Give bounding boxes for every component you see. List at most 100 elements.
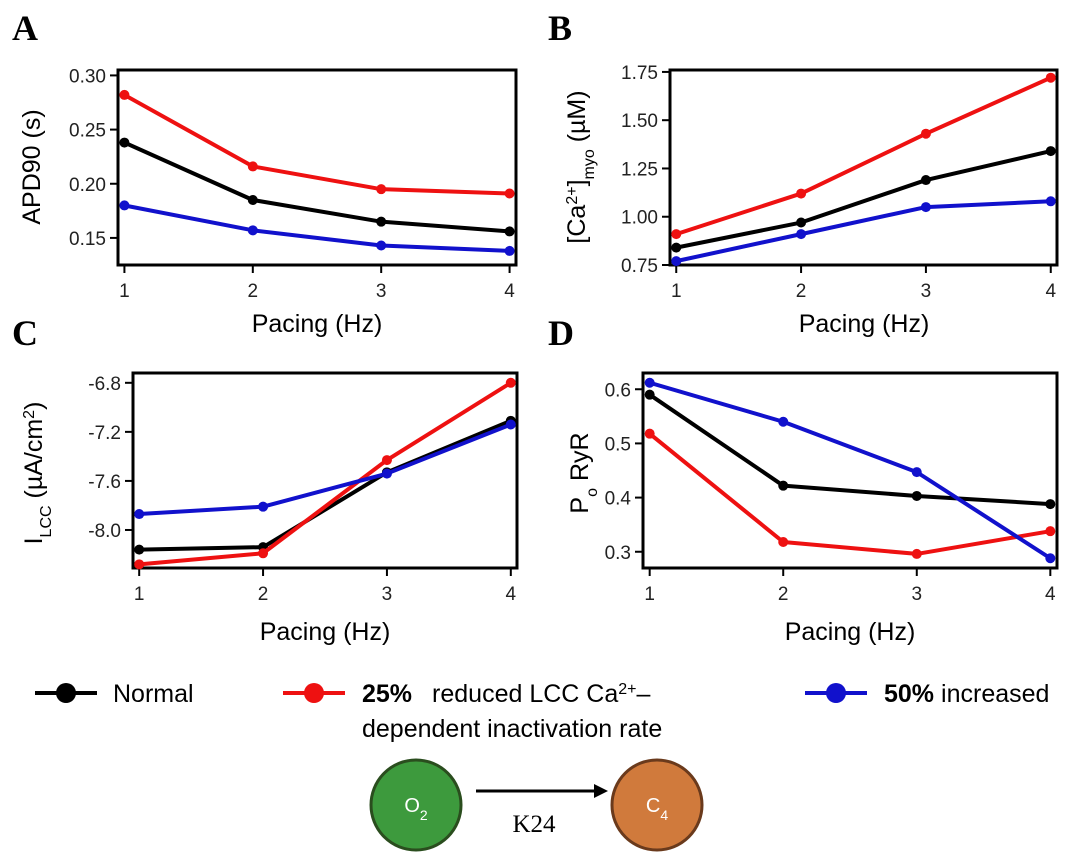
panel-c-ytick-label-2: -7.2 xyxy=(88,423,121,444)
panel-c-ylabel-close: ) xyxy=(20,402,48,410)
panel-d-series-normal-line xyxy=(648,393,1051,507)
panel-c: -8.0 -7.6 -7.2 -6.8 1 2 3 4 Pacing (Hz) ILCC (µ… xyxy=(20,371,519,646)
panel-d-ylabel-ryr: RyR xyxy=(566,432,594,488)
legend-reduced-bold: 25% xyxy=(362,680,412,708)
panel-c-ytick-label-1: -7.6 xyxy=(88,472,121,493)
panel-d-xtick-label-0: 1 xyxy=(644,584,655,605)
legend-reduced-marker xyxy=(304,683,324,703)
panel-b-series-reduced-point-2 xyxy=(920,128,931,139)
panel-a-series-normal-point-3 xyxy=(504,226,515,237)
panel-a-series-normal-point-1 xyxy=(247,195,258,205)
panel-a-series-normal-point-2 xyxy=(376,216,387,227)
legend-reduced-dash: – xyxy=(637,680,651,708)
panel-d-series-increased-point-0 xyxy=(644,377,655,388)
panel-c-series-increased-line xyxy=(139,422,512,517)
panel-c-ytick-label-0: -8.0 xyxy=(88,521,121,542)
panel-c-ylabel-unit: (µA/cm xyxy=(20,419,48,506)
panel-d-xtick-label-2: 3 xyxy=(911,584,922,605)
panel-a-ytick-label-1: 0.20 xyxy=(69,175,106,196)
panel-c-ytick-label-3: -6.8 xyxy=(88,374,121,395)
panel-d-series-normal-point-1 xyxy=(778,480,789,491)
panel-c-xtick-label-2: 3 xyxy=(382,584,393,605)
legend-reduced-sup: 2+ xyxy=(618,681,636,698)
panel-a-series-reduced-point-0 xyxy=(119,89,130,100)
panel-b: 0.75 1.00 1.25 1.50 1.75 1 2 3 4 Pacing (Hz) [Ca… xyxy=(563,63,1059,338)
panel-c-series-increased-point-3 xyxy=(505,419,516,430)
panel-a-xtick-label-1: 2 xyxy=(248,281,259,302)
panel-b-xlabel: Pacing (Hz) xyxy=(799,310,930,338)
panel-a-xtick-label-0: 1 xyxy=(119,281,130,302)
panel-c-series-reduced-point-2 xyxy=(381,455,392,466)
panel-d-xlabel: Pacing (Hz) xyxy=(785,618,916,646)
state-c4-label: C4 xyxy=(646,795,668,823)
panel-c-frame xyxy=(131,371,519,570)
panel-d-series-reduced-point-3 xyxy=(1045,526,1056,537)
panel-c-series-reduced-point-0 xyxy=(134,559,145,570)
panel-letter-c: C xyxy=(12,313,38,353)
panel-b-xtick-label-1: 2 xyxy=(796,281,807,302)
panel-a-series-normal-point-0 xyxy=(119,137,130,148)
panel-a-series-increased-point-1 xyxy=(247,225,258,236)
panel-a-ytick-label-2: 0.25 xyxy=(69,121,106,142)
panel-a-series-increased-point-2 xyxy=(376,240,387,251)
transition-arrow-head xyxy=(594,784,608,798)
panel-d-series-increased-point-1 xyxy=(778,416,789,427)
panel-b-series-normal-point-1 xyxy=(796,217,807,228)
panel-a-xlabel: Pacing (Hz) xyxy=(252,310,383,338)
state-o2-letter: O xyxy=(404,795,420,817)
panel-b-ytick-label-1: 1.00 xyxy=(621,208,658,229)
panel-d-series-reduced-point-1 xyxy=(778,537,789,547)
panel-b-series-normal-line xyxy=(675,149,1052,250)
rate-label: K24 xyxy=(512,811,556,838)
panel-b-ytick-label-0: 0.75 xyxy=(621,256,658,277)
panel-d-series-increased-point-2 xyxy=(911,467,922,478)
panel-a-frame xyxy=(116,68,518,267)
panel-d-series-increased-line xyxy=(649,380,1052,560)
panel-c-xtick-label-1: 2 xyxy=(258,584,269,605)
legend-reduced-line2: dependent inactivation rate xyxy=(362,715,662,743)
panel-d-ylabel-p: P xyxy=(566,497,594,514)
panel-c-xlabel: Pacing (Hz) xyxy=(260,618,391,646)
panel-d-ytick-label-0: 0.3 xyxy=(605,543,631,564)
panel-d-series-normal-point-0 xyxy=(644,389,655,400)
panel-d-ytick-label-1: 0.4 xyxy=(605,489,632,510)
panel-d-series-reduced-line xyxy=(648,432,1051,556)
panel-b-series-increased-point-3 xyxy=(1045,196,1056,207)
panel-b-ytick-label-3: 1.50 xyxy=(621,111,658,132)
panel-letter-a: A xyxy=(12,8,38,48)
panel-a-ytick-label-0: 0.15 xyxy=(69,229,106,250)
state-o2-circle xyxy=(369,758,463,852)
panel-b-series-increased-point-1 xyxy=(796,229,807,240)
panel-a-series-increased-point-3 xyxy=(504,245,515,256)
state-c4-sub: 4 xyxy=(660,807,668,823)
panel-b-series-reduced-point-3 xyxy=(1045,72,1056,83)
panel-a-series-reduced-line xyxy=(123,93,510,196)
panel-d-series-reduced-point-2 xyxy=(911,548,922,559)
legend-increased-marker xyxy=(826,683,846,703)
state-c4-circle xyxy=(610,758,704,852)
transition-diagram: O2 K24 C4 xyxy=(369,758,704,852)
panel-d-series-normal-point-2 xyxy=(911,490,922,501)
panel-b-series-normal-point-3 xyxy=(1045,146,1056,157)
panel-a-series-increased-line xyxy=(124,203,510,253)
panel-b-ylabel: [Ca2+]myo (µM) xyxy=(563,90,598,243)
panel-a-ytick-label-3: 0.30 xyxy=(69,66,106,87)
legend-reduced-line1: 25% reduced LCC Ca2+– xyxy=(362,680,651,708)
panel-b-ylabel-sup: 2+ xyxy=(564,186,581,204)
panel-letter-d: D xyxy=(548,313,574,353)
panel-b-series-reduced-point-1 xyxy=(796,188,807,199)
panel-c-series-increased-point-2 xyxy=(381,468,392,479)
panel-b-series-increased-point-0 xyxy=(671,256,682,267)
panel-b-ytick-label-4: 1.75 xyxy=(621,63,658,84)
panel-d-ytick-label-3: 0.6 xyxy=(605,380,631,401)
state-o2-label: O2 xyxy=(404,795,428,823)
panel-b-series-normal-point-2 xyxy=(920,175,931,186)
panel-c-series-increased-point-0 xyxy=(134,509,145,520)
panel-a-series-reduced-point-2 xyxy=(376,184,387,195)
panel-letter-b: B xyxy=(548,8,572,48)
panel-b-series-increased-line xyxy=(675,199,1051,264)
state-o2-sub: 2 xyxy=(420,807,428,823)
panel-c-series-increased-point-1 xyxy=(258,501,269,512)
legend-increased-text: increased xyxy=(941,680,1049,708)
